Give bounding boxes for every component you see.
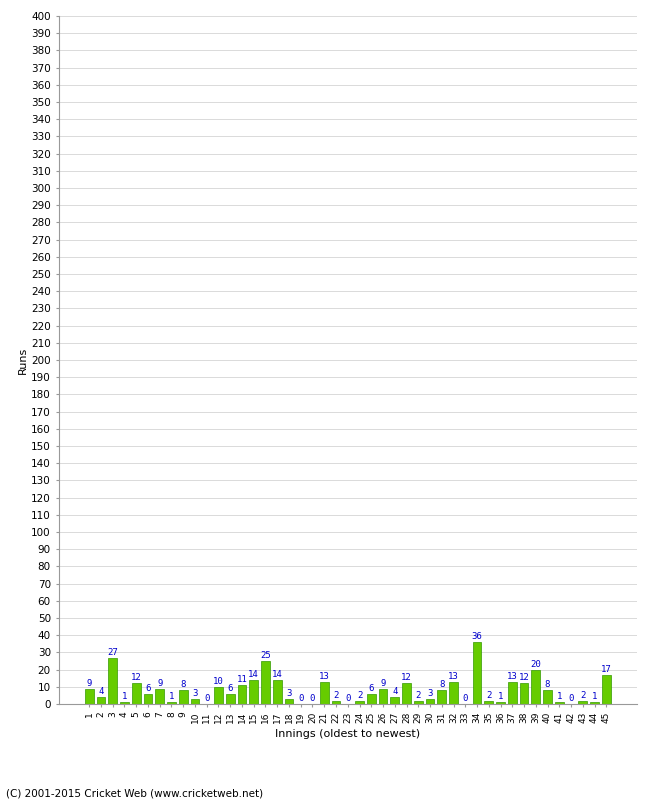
- Text: 2: 2: [333, 690, 339, 700]
- Text: (C) 2001-2015 Cricket Web (www.cricketweb.net): (C) 2001-2015 Cricket Web (www.cricketwe…: [6, 789, 264, 798]
- Bar: [179, 690, 188, 704]
- Bar: [332, 701, 341, 704]
- Bar: [237, 685, 246, 704]
- Bar: [97, 697, 105, 704]
- Text: 6: 6: [227, 684, 233, 693]
- Text: 0: 0: [204, 694, 209, 703]
- Bar: [496, 702, 505, 704]
- Text: 4: 4: [98, 687, 103, 696]
- Bar: [473, 642, 482, 704]
- Text: 14: 14: [272, 670, 283, 679]
- Text: 0: 0: [345, 694, 350, 703]
- Text: 9: 9: [86, 678, 92, 688]
- Text: 0: 0: [298, 694, 304, 703]
- Bar: [226, 694, 235, 704]
- Bar: [132, 683, 140, 704]
- Bar: [402, 683, 411, 704]
- Bar: [426, 699, 434, 704]
- Text: 3: 3: [427, 689, 433, 698]
- Bar: [391, 697, 399, 704]
- Bar: [449, 682, 458, 704]
- Text: 3: 3: [286, 689, 292, 698]
- Bar: [437, 690, 446, 704]
- Text: 3: 3: [192, 689, 198, 698]
- Bar: [273, 680, 281, 704]
- Text: 8: 8: [545, 680, 550, 690]
- Bar: [414, 701, 422, 704]
- Bar: [543, 690, 552, 704]
- Text: 2: 2: [357, 690, 362, 700]
- Bar: [144, 694, 152, 704]
- Text: 13: 13: [448, 672, 459, 681]
- Text: 1: 1: [122, 693, 127, 702]
- Bar: [578, 701, 587, 704]
- Text: 0: 0: [568, 694, 574, 703]
- Text: 36: 36: [472, 632, 482, 642]
- Text: 20: 20: [530, 660, 541, 669]
- Text: 1: 1: [169, 693, 174, 702]
- Text: 9: 9: [157, 678, 162, 688]
- Text: 1: 1: [592, 693, 597, 702]
- Bar: [320, 682, 329, 704]
- Bar: [120, 702, 129, 704]
- Y-axis label: Runs: Runs: [18, 346, 29, 374]
- Text: 2: 2: [486, 690, 491, 700]
- Text: 14: 14: [248, 670, 259, 679]
- Bar: [532, 670, 540, 704]
- Text: 17: 17: [601, 665, 612, 674]
- Bar: [378, 689, 387, 704]
- Bar: [508, 682, 517, 704]
- Text: 2: 2: [415, 690, 421, 700]
- Text: 1: 1: [498, 693, 503, 702]
- Text: 12: 12: [401, 674, 412, 682]
- Text: 8: 8: [439, 680, 445, 690]
- Bar: [109, 658, 117, 704]
- Text: 13: 13: [319, 672, 330, 681]
- Text: 1: 1: [556, 693, 562, 702]
- Bar: [214, 686, 223, 704]
- Bar: [155, 689, 164, 704]
- Bar: [355, 701, 364, 704]
- Bar: [519, 683, 528, 704]
- Bar: [602, 674, 611, 704]
- Text: 13: 13: [507, 672, 517, 681]
- Bar: [167, 702, 176, 704]
- Bar: [261, 661, 270, 704]
- Text: 6: 6: [146, 684, 151, 693]
- Text: 27: 27: [107, 648, 118, 657]
- Text: 2: 2: [580, 690, 586, 700]
- Text: 25: 25: [260, 651, 271, 660]
- Text: 10: 10: [213, 677, 224, 686]
- Text: 11: 11: [237, 675, 248, 684]
- Bar: [250, 680, 258, 704]
- Text: 4: 4: [392, 687, 397, 696]
- Bar: [555, 702, 564, 704]
- Text: 12: 12: [131, 674, 142, 682]
- Text: 12: 12: [519, 674, 529, 682]
- Bar: [190, 699, 200, 704]
- Bar: [590, 702, 599, 704]
- Bar: [367, 694, 376, 704]
- Text: 8: 8: [181, 680, 186, 690]
- Text: 0: 0: [463, 694, 468, 703]
- Text: 6: 6: [369, 684, 374, 693]
- Text: 9: 9: [380, 678, 385, 688]
- Bar: [484, 701, 493, 704]
- Bar: [84, 689, 94, 704]
- Bar: [285, 699, 293, 704]
- X-axis label: Innings (oldest to newest): Innings (oldest to newest): [275, 729, 421, 738]
- Text: 0: 0: [310, 694, 315, 703]
